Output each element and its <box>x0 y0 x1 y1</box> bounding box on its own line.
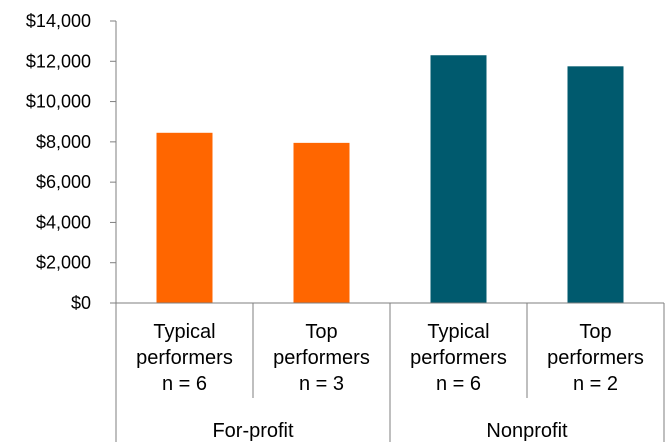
y-tick-label: $2,000 <box>36 253 91 273</box>
y-tick-label: $4,000 <box>36 212 91 232</box>
x-axis-tick-labels: Typical performers n = 6 Top performers n = 3… <box>136 321 644 395</box>
group-label: Nonprofit <box>486 420 568 442</box>
y-axis-tick-labels: $0 $2,000 $4,000 $6,000 $8,000 $10,000 $12,000… <box>26 11 91 313</box>
x-tick-label: performers <box>273 347 370 369</box>
group-label: For-profit <box>212 420 294 442</box>
bar <box>430 55 487 303</box>
x-tick-label: performers <box>136 347 233 369</box>
x-tick-label: Top <box>579 321 611 343</box>
x-tick-label: performers <box>547 347 644 369</box>
x-tick-label: n = 6 <box>436 373 481 395</box>
x-tick-label: Typical <box>427 321 489 343</box>
bars <box>156 55 624 303</box>
bar <box>567 66 624 303</box>
y-tick-label: $10,000 <box>26 92 91 112</box>
x-tick-label: performers <box>410 347 507 369</box>
y-tick-label: $8,000 <box>36 132 91 152</box>
x-tick-label: n = 2 <box>573 373 618 395</box>
axes <box>110 20 665 442</box>
x-tick-label: n = 3 <box>299 373 344 395</box>
y-tick-label: $14,000 <box>26 11 91 31</box>
y-tick-label: $0 <box>71 293 91 313</box>
x-tick-label: n = 6 <box>162 373 207 395</box>
x-tick-label: Typical <box>153 321 215 343</box>
group-labels: For-profit Nonprofit <box>212 420 568 442</box>
bar <box>156 132 213 303</box>
y-tick-label: $6,000 <box>36 172 91 192</box>
bar <box>293 142 350 303</box>
y-tick-label: $12,000 <box>26 51 91 71</box>
x-tick-label: Top <box>305 321 337 343</box>
